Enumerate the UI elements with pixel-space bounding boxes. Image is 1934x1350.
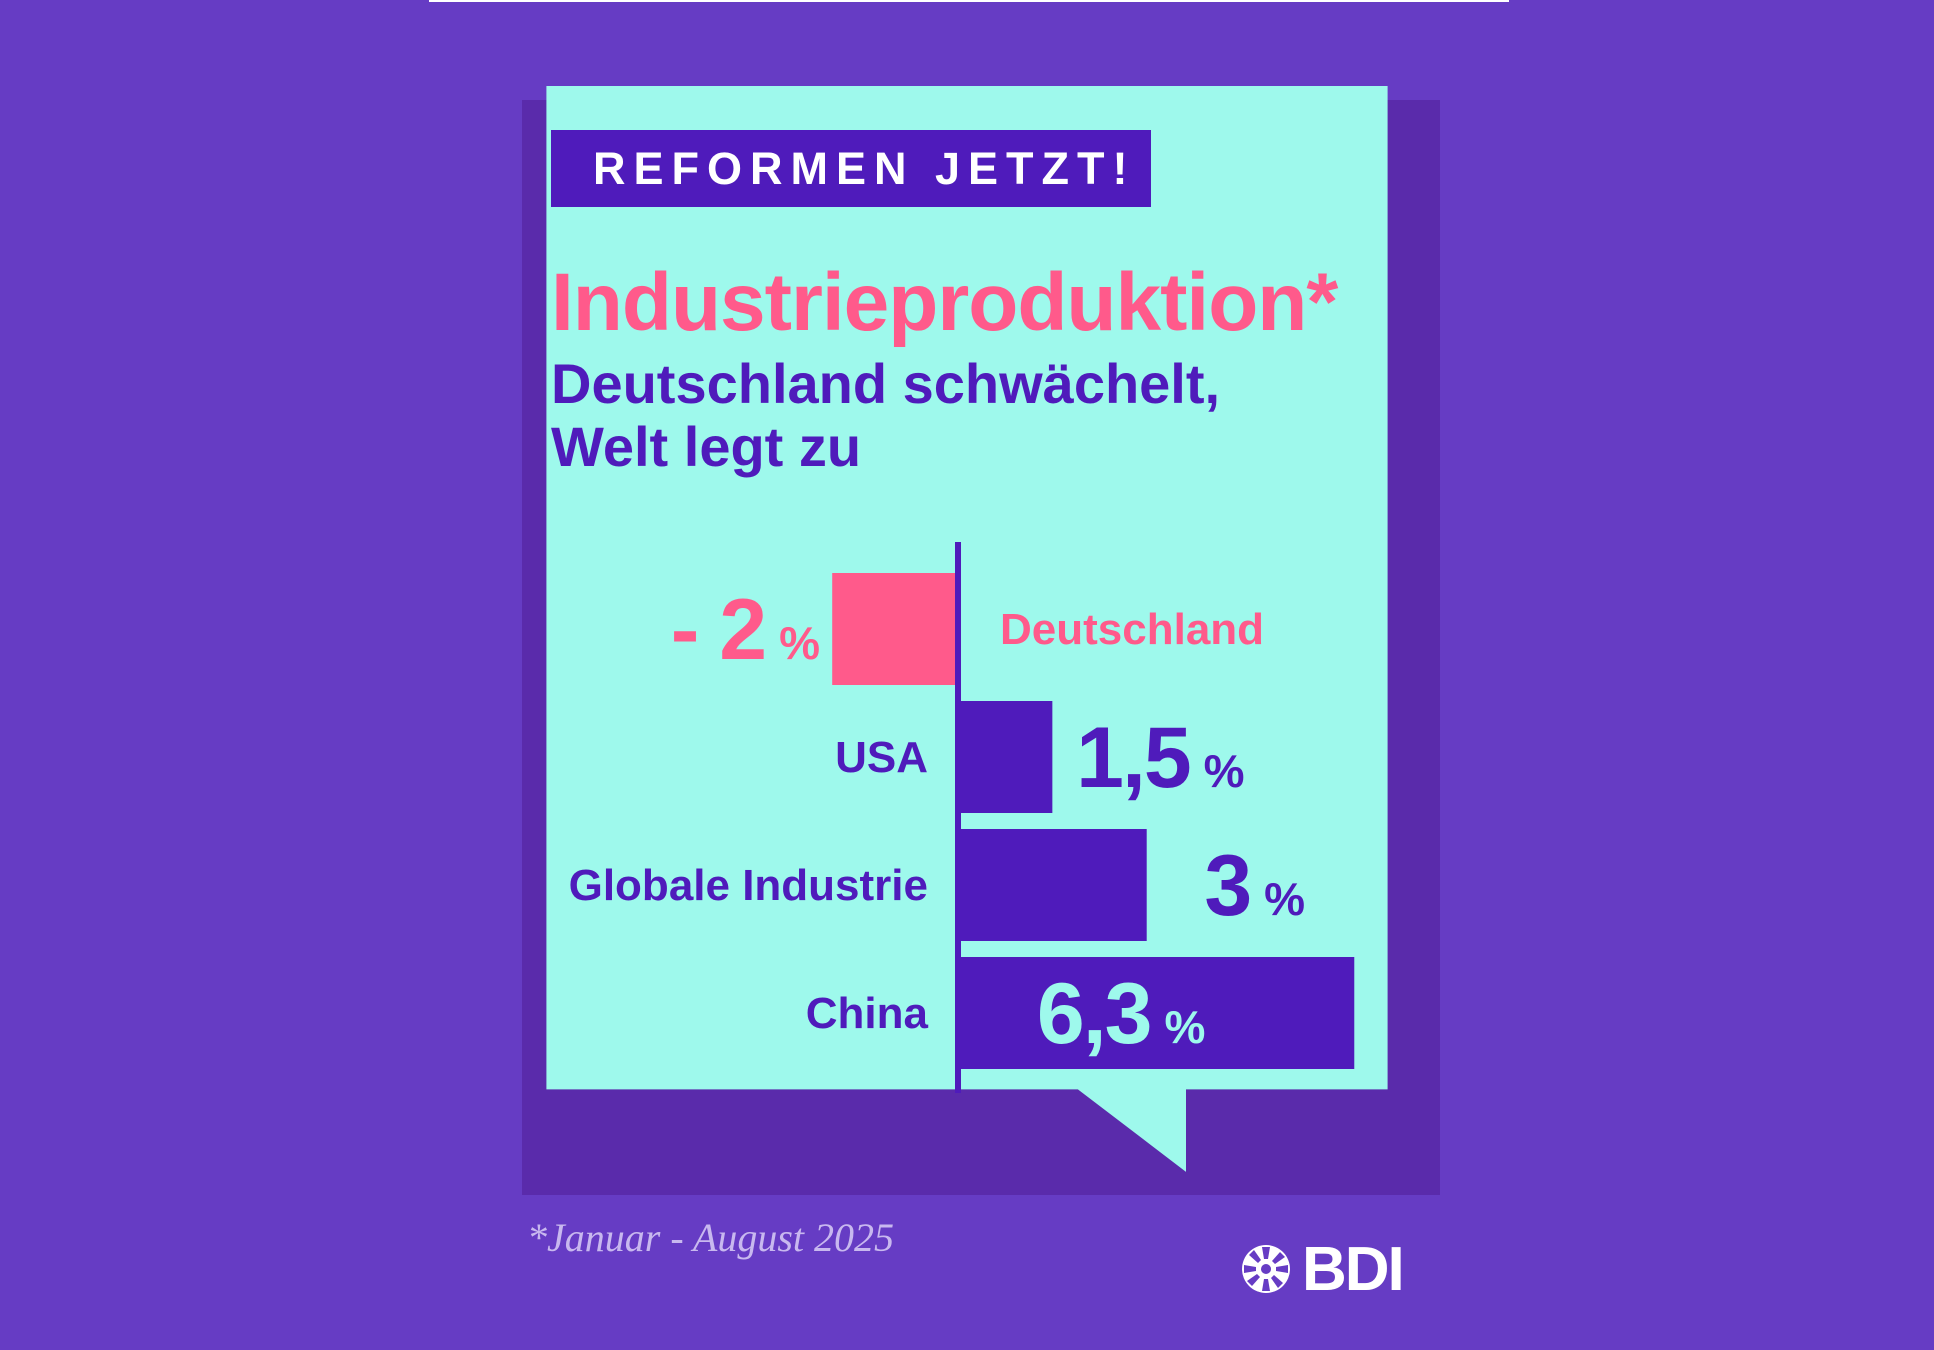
category-label-1: Deutschland: [1000, 605, 1264, 654]
bar-2: [958, 701, 1052, 813]
category-label-3: Globale Industrie: [569, 861, 928, 910]
bar-4: [958, 957, 1354, 1069]
value-label-3: 3%: [1204, 838, 1305, 934]
logo-text: BDI: [1302, 1234, 1403, 1305]
value-label-1: - 2%: [671, 582, 820, 678]
category-label-4: China: [806, 989, 929, 1038]
value-label-2: 1,5%: [1076, 710, 1244, 806]
bdi-logo: BDI: [1240, 1241, 1403, 1297]
bdi-emblem-icon: [1240, 1243, 1292, 1295]
category-label-2: USA: [835, 733, 928, 782]
bar-1: [832, 573, 958, 685]
bar-3: [958, 829, 1147, 941]
footnote: *Januar - August 2025: [527, 1214, 894, 1261]
